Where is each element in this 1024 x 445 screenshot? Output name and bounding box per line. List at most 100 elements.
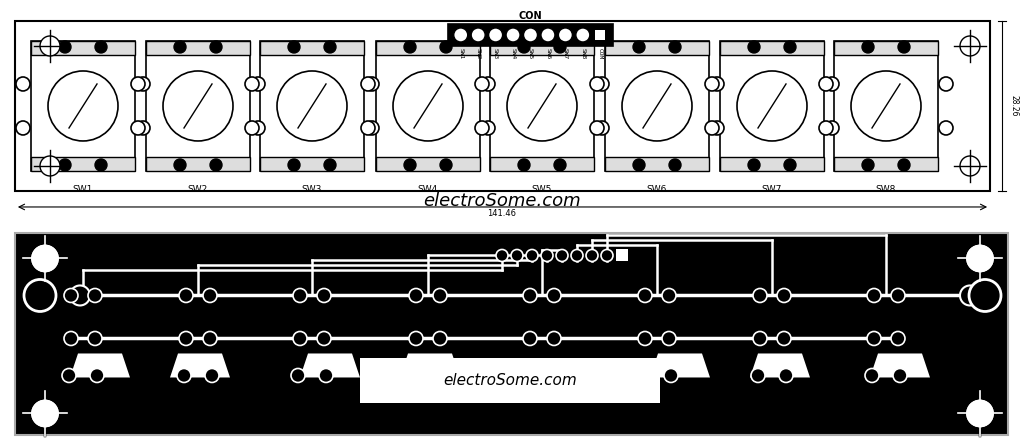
Circle shape xyxy=(633,159,645,171)
Circle shape xyxy=(203,288,217,303)
Circle shape xyxy=(16,77,30,91)
Bar xyxy=(260,157,364,171)
Circle shape xyxy=(511,250,523,262)
Circle shape xyxy=(32,400,58,426)
Circle shape xyxy=(939,77,953,91)
Circle shape xyxy=(440,41,452,53)
Circle shape xyxy=(393,71,463,141)
Circle shape xyxy=(851,71,921,141)
Bar xyxy=(260,41,364,55)
Bar xyxy=(616,250,628,262)
Circle shape xyxy=(88,332,102,345)
Circle shape xyxy=(779,368,793,382)
Circle shape xyxy=(70,286,90,305)
Circle shape xyxy=(558,28,572,42)
Circle shape xyxy=(16,121,30,135)
Circle shape xyxy=(669,159,681,171)
Circle shape xyxy=(967,246,993,271)
Circle shape xyxy=(737,71,807,141)
Circle shape xyxy=(90,368,104,382)
Circle shape xyxy=(288,41,300,53)
Text: SW3: SW3 xyxy=(302,185,323,194)
Circle shape xyxy=(361,121,375,135)
Circle shape xyxy=(48,71,118,141)
Text: SW3: SW3 xyxy=(494,48,498,59)
Polygon shape xyxy=(650,353,710,377)
Polygon shape xyxy=(870,353,930,377)
Circle shape xyxy=(819,121,833,135)
Circle shape xyxy=(867,288,881,303)
Bar xyxy=(376,157,480,171)
Text: SW5: SW5 xyxy=(531,185,552,194)
Circle shape xyxy=(523,28,538,42)
Circle shape xyxy=(291,368,305,382)
Circle shape xyxy=(40,36,60,56)
Bar xyxy=(146,157,250,171)
Circle shape xyxy=(506,28,520,42)
Circle shape xyxy=(669,41,681,53)
Circle shape xyxy=(475,77,489,91)
Circle shape xyxy=(554,159,566,171)
Circle shape xyxy=(136,77,150,91)
Circle shape xyxy=(748,41,760,53)
Circle shape xyxy=(245,121,259,135)
Circle shape xyxy=(526,250,538,262)
Circle shape xyxy=(317,332,331,345)
Circle shape xyxy=(317,288,331,303)
Bar xyxy=(360,359,660,404)
Circle shape xyxy=(662,332,676,345)
Bar xyxy=(146,41,250,171)
Circle shape xyxy=(748,159,760,171)
Circle shape xyxy=(488,28,503,42)
Polygon shape xyxy=(300,353,360,377)
Circle shape xyxy=(865,368,879,382)
Text: SW6: SW6 xyxy=(647,185,668,194)
Circle shape xyxy=(710,121,724,135)
Circle shape xyxy=(893,368,907,382)
Circle shape xyxy=(636,368,650,382)
Bar xyxy=(595,30,605,40)
Circle shape xyxy=(88,288,102,303)
Bar xyxy=(376,41,480,55)
Circle shape xyxy=(481,121,495,135)
Circle shape xyxy=(210,159,222,171)
Circle shape xyxy=(471,28,485,42)
Circle shape xyxy=(523,332,537,345)
Circle shape xyxy=(862,41,874,53)
Bar xyxy=(720,157,824,171)
Circle shape xyxy=(705,77,719,91)
Circle shape xyxy=(521,368,535,382)
Bar xyxy=(834,157,938,171)
Circle shape xyxy=(365,121,379,135)
Circle shape xyxy=(549,368,563,382)
Text: SW1: SW1 xyxy=(458,48,463,59)
Circle shape xyxy=(622,71,692,141)
Polygon shape xyxy=(70,353,130,377)
Circle shape xyxy=(523,288,537,303)
Circle shape xyxy=(961,286,980,305)
Circle shape xyxy=(541,28,555,42)
Bar xyxy=(834,41,938,171)
Text: SW8: SW8 xyxy=(581,48,586,59)
Circle shape xyxy=(440,159,452,171)
Circle shape xyxy=(595,77,609,91)
Polygon shape xyxy=(400,353,460,377)
Circle shape xyxy=(59,41,71,53)
Circle shape xyxy=(705,121,719,135)
Circle shape xyxy=(496,250,508,262)
Bar xyxy=(376,41,480,171)
Circle shape xyxy=(179,288,193,303)
Circle shape xyxy=(361,77,375,91)
Circle shape xyxy=(556,250,568,262)
Circle shape xyxy=(518,159,530,171)
Circle shape xyxy=(753,288,767,303)
Circle shape xyxy=(319,368,333,382)
Circle shape xyxy=(365,77,379,91)
Circle shape xyxy=(751,368,765,382)
Circle shape xyxy=(404,41,416,53)
Circle shape xyxy=(131,77,145,91)
Circle shape xyxy=(136,121,150,135)
Bar xyxy=(31,41,135,55)
Circle shape xyxy=(862,159,874,171)
Circle shape xyxy=(784,159,796,171)
